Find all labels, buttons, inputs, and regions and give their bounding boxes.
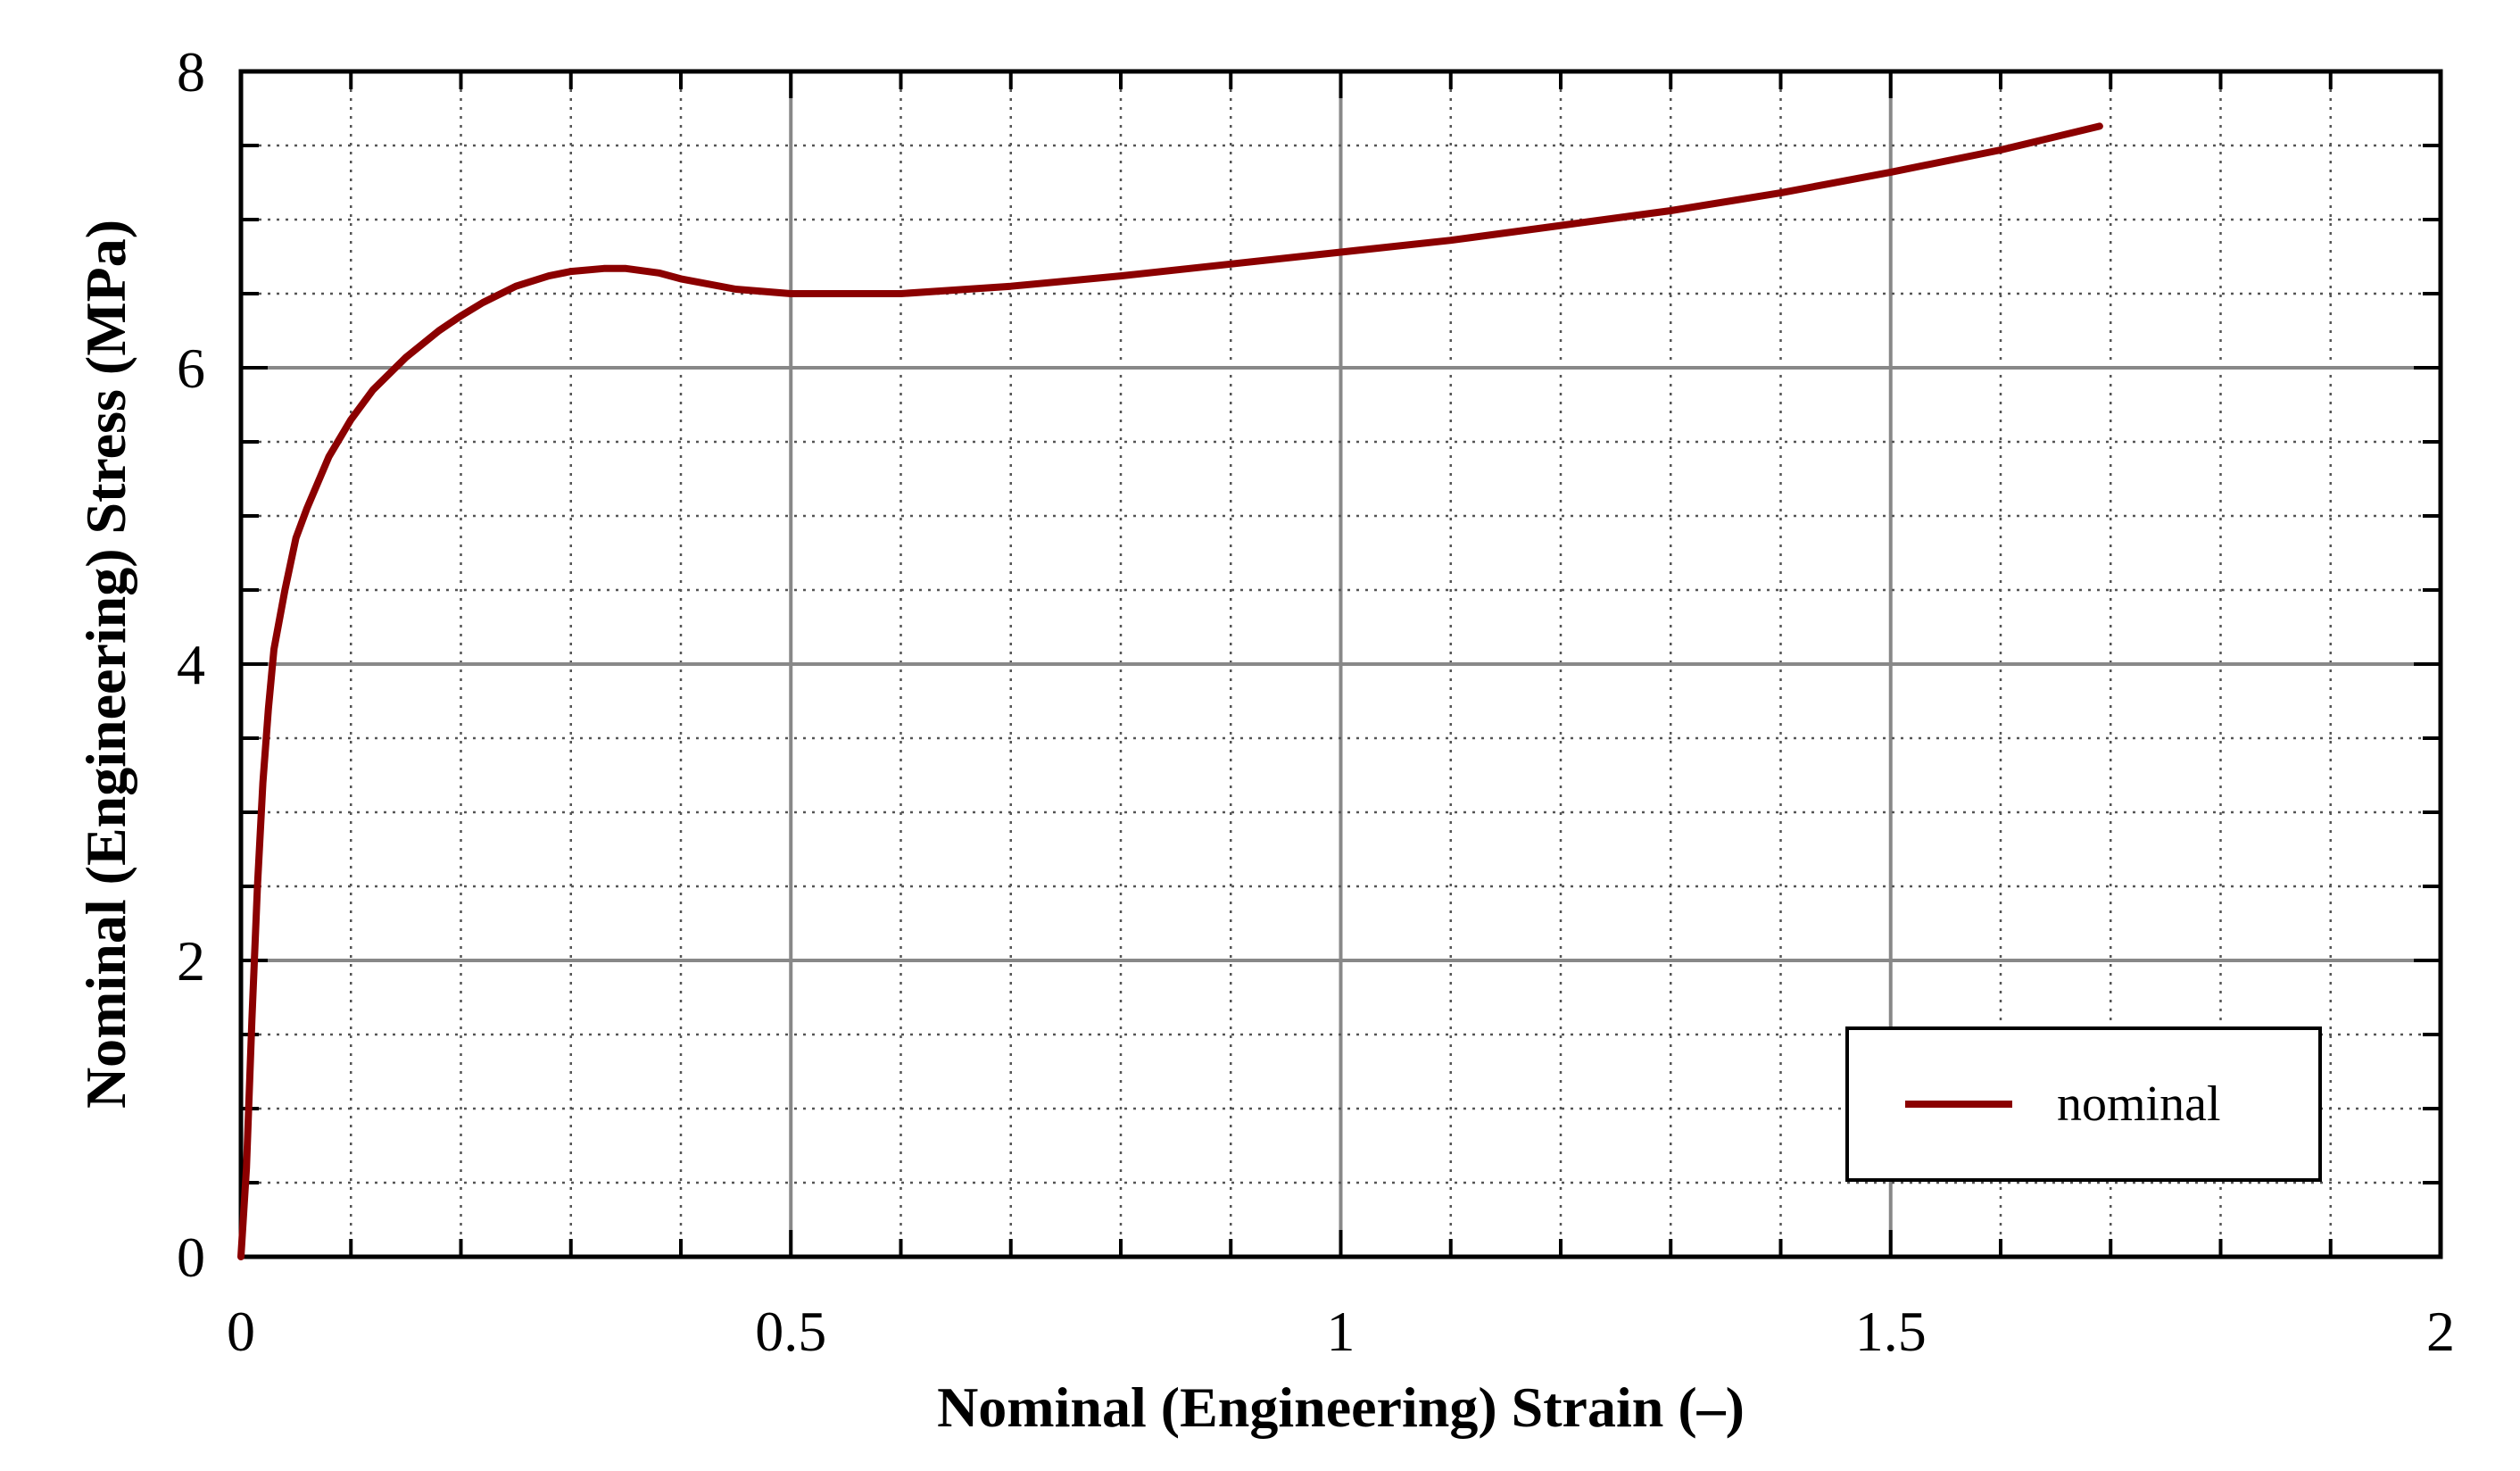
x-tick-label: 1.5 xyxy=(1855,1300,1927,1363)
legend: nominal xyxy=(1845,1026,2322,1182)
tick-labels: 0 0.5 1 1.5 2 0 2 4 6 8 xyxy=(177,40,2455,1363)
x-tick-label: 1 xyxy=(1327,1300,1355,1363)
y-axis-title: Nominal (Engineering) Stress (MPa) xyxy=(74,220,137,1109)
x-tick-label: 0 xyxy=(227,1300,255,1363)
plot-frame xyxy=(238,69,2443,1259)
x-tick-label: 0.5 xyxy=(755,1300,826,1363)
y-tick-label: 0 xyxy=(177,1226,205,1289)
y-tick-label: 8 xyxy=(177,40,205,104)
series-line-nominal xyxy=(237,122,2103,1260)
y-tick-label: 6 xyxy=(177,337,205,400)
x-axis-title: Nominal (Engineering) Strain (–) xyxy=(937,1375,1745,1439)
y-tick-label: 4 xyxy=(177,633,205,696)
y-tick-label: 2 xyxy=(177,929,205,993)
x-tick-label: 2 xyxy=(2426,1300,2455,1363)
series-layer xyxy=(237,122,2103,1260)
legend-label-nominal: nominal xyxy=(2057,1076,2221,1132)
grid xyxy=(241,71,2441,1257)
